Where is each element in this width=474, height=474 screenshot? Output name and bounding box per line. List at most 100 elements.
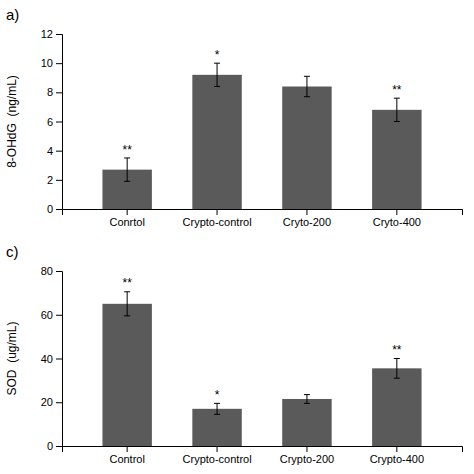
tick-mark [56, 180, 62, 181]
error-bar-cap [394, 378, 400, 379]
tick: 20 [41, 396, 62, 408]
tick: 10 [41, 57, 62, 69]
error-bar [394, 98, 400, 121]
tick: 0 [47, 203, 62, 215]
axis-line [56, 272, 63, 447]
error-bar-cap [214, 63, 220, 64]
y-axis-label: 8-OHdG (ng/mL) [5, 75, 19, 168]
error-bar-stem [396, 98, 397, 121]
bar [282, 87, 331, 210]
tick-label: Control [109, 453, 144, 465]
tick-label: 0 [47, 203, 53, 215]
tick-label: 80 [41, 265, 53, 277]
error-bar [214, 63, 220, 86]
tick-mark [56, 271, 62, 272]
tick-label: 12 [41, 28, 53, 40]
tick: 6 [47, 116, 62, 128]
error-bar-cap [394, 358, 400, 359]
tick-label: 4 [47, 145, 53, 157]
marks [102, 292, 421, 446]
error-bar-cap [124, 315, 130, 316]
tick-mark [217, 446, 218, 452]
tick: 4 [47, 145, 62, 157]
annotation: ** [392, 343, 402, 357]
tick: 8 [47, 86, 62, 98]
error-bar [394, 359, 400, 379]
error-bar-stem [306, 76, 307, 96]
error-bar-stem [127, 292, 128, 316]
tick-mark [127, 446, 128, 452]
error-bar-cap [304, 403, 310, 404]
axis-line [63, 210, 463, 216]
tick: Cryto-400 [373, 209, 421, 228]
error-bar [124, 158, 130, 181]
tick: Crypto-400 [370, 446, 424, 465]
tick: Crypto-control [183, 446, 252, 465]
tick-label: 0 [47, 440, 53, 452]
error-bar-cap [214, 86, 220, 87]
tick-label: Crypto-200 [280, 453, 334, 465]
error-bar [304, 76, 310, 96]
error-bar-cap [124, 181, 130, 182]
x-axis: Control Crypto-control Crypto-200 Crypto-40… [63, 446, 463, 465]
chart-container: *****ConrtolCrypto-controlCryto-200Cryto… [0, 0, 474, 474]
tick: 12 [41, 28, 62, 40]
tick: 40 [41, 353, 62, 365]
error-bar-stem [127, 158, 128, 181]
marks [102, 63, 421, 209]
tick-label: 8 [47, 86, 53, 98]
figure: *****ConrtolCrypto-controlCryto-200Cryto… [0, 0, 474, 474]
error-bar-stem [217, 63, 218, 86]
error-bar-cap [394, 98, 400, 99]
bar [282, 399, 331, 446]
axis-line [63, 447, 463, 453]
error-bar-cap [304, 76, 310, 77]
error-bar [214, 403, 220, 414]
error-bar [124, 292, 130, 316]
tick: Crypto-control [183, 209, 252, 228]
tick: 0 [47, 440, 62, 452]
annotation: ** [122, 276, 132, 290]
panel-label: c) [6, 243, 19, 260]
y-axis: 0 2 4 6 8 10 12 [41, 28, 63, 215]
error-bar-cap [394, 121, 400, 122]
tick-mark [127, 209, 128, 215]
tick-mark [56, 34, 62, 35]
tick: 2 [47, 174, 62, 186]
tick-mark [306, 209, 307, 215]
tick-label: 60 [41, 309, 53, 321]
tick-mark [306, 446, 307, 452]
tick-label: Crypto-400 [370, 453, 424, 465]
error-bar-cap [214, 403, 220, 404]
bar [372, 110, 421, 209]
y-axis-label: SOD (ug/mL) [5, 321, 19, 395]
error-bar-cap [124, 157, 130, 158]
error-bar-cap [304, 96, 310, 97]
tick-label: Cryto-400 [373, 216, 421, 228]
y-axis: 0 20 40 60 80 [41, 265, 63, 452]
tick-mark [396, 209, 397, 215]
annotation: ** [392, 83, 402, 97]
error-bar-cap [304, 394, 310, 395]
tick-mark [56, 209, 62, 210]
tick-mark [56, 151, 62, 152]
tick-label: Crypto-control [183, 453, 252, 465]
tick: Conrtol [109, 209, 144, 228]
tick-mark [396, 446, 397, 452]
tick-mark [56, 122, 62, 123]
error-bar-stem [396, 359, 397, 379]
bar [102, 304, 151, 446]
bar [192, 75, 241, 209]
tick-label: 10 [41, 57, 53, 69]
panel: *****ControlCrypto-controlCrypto-200Cryp… [5, 243, 463, 465]
tick-mark [56, 446, 62, 447]
tick-mark [56, 402, 62, 403]
tick-label: Crypto-control [183, 216, 252, 228]
axis-line [56, 35, 63, 210]
error-bar-stem [306, 395, 307, 404]
tick-mark [56, 315, 62, 316]
tick-label: 2 [47, 174, 53, 186]
error-bar-cap [124, 291, 130, 292]
tick-mark [56, 63, 62, 64]
tick-label: Cryto-200 [283, 216, 331, 228]
